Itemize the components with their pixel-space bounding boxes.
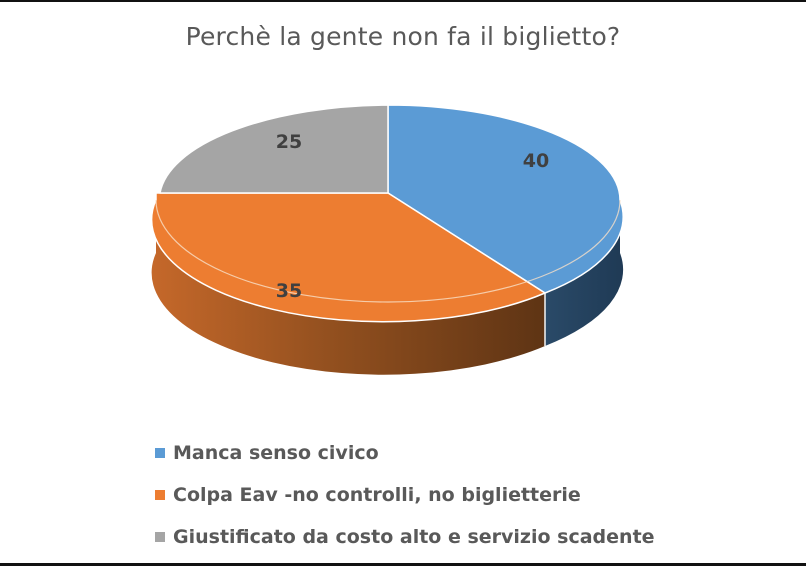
pie-slice-blue-side — [545, 200, 624, 346]
legend-label: Giustificato da costo alto e servizio sc… — [173, 526, 655, 548]
legend-item-giustificato[interactable]: Giustificato da costo alto e servizio sc… — [155, 516, 655, 558]
chart-legend: Manca senso civico Colpa Eav -no control… — [155, 432, 655, 558]
legend-label: Manca senso civico — [173, 442, 379, 464]
legend-label: Colpa Eav -no controlli, no biglietterie — [173, 484, 581, 506]
pie-slice-orange-side — [151, 200, 546, 375]
data-label-blue: 40 — [523, 150, 549, 172]
frame-bottom-border — [0, 563, 806, 566]
legend-swatch-blue — [155, 448, 165, 458]
pie-slice-colpa-eav[interactable] — [150, 192, 546, 323]
pie-slice-manca-senso-civico[interactable] — [387, 104, 624, 294]
data-label-orange: 35 — [276, 280, 302, 302]
legend-swatch-orange — [155, 490, 165, 500]
frame-top-border — [0, 0, 806, 2]
pie-slice-giustificato[interactable] — [159, 104, 389, 194]
chart-title: Perchè la gente non fa il biglietto? — [185, 22, 621, 51]
data-label-gray: 25 — [276, 131, 302, 153]
legend-item-colpa-eav[interactable]: Colpa Eav -no controlli, no biglietterie — [155, 474, 655, 516]
legend-item-manca-senso-civico[interactable]: Manca senso civico — [155, 432, 655, 474]
legend-swatch-gray — [155, 532, 165, 542]
